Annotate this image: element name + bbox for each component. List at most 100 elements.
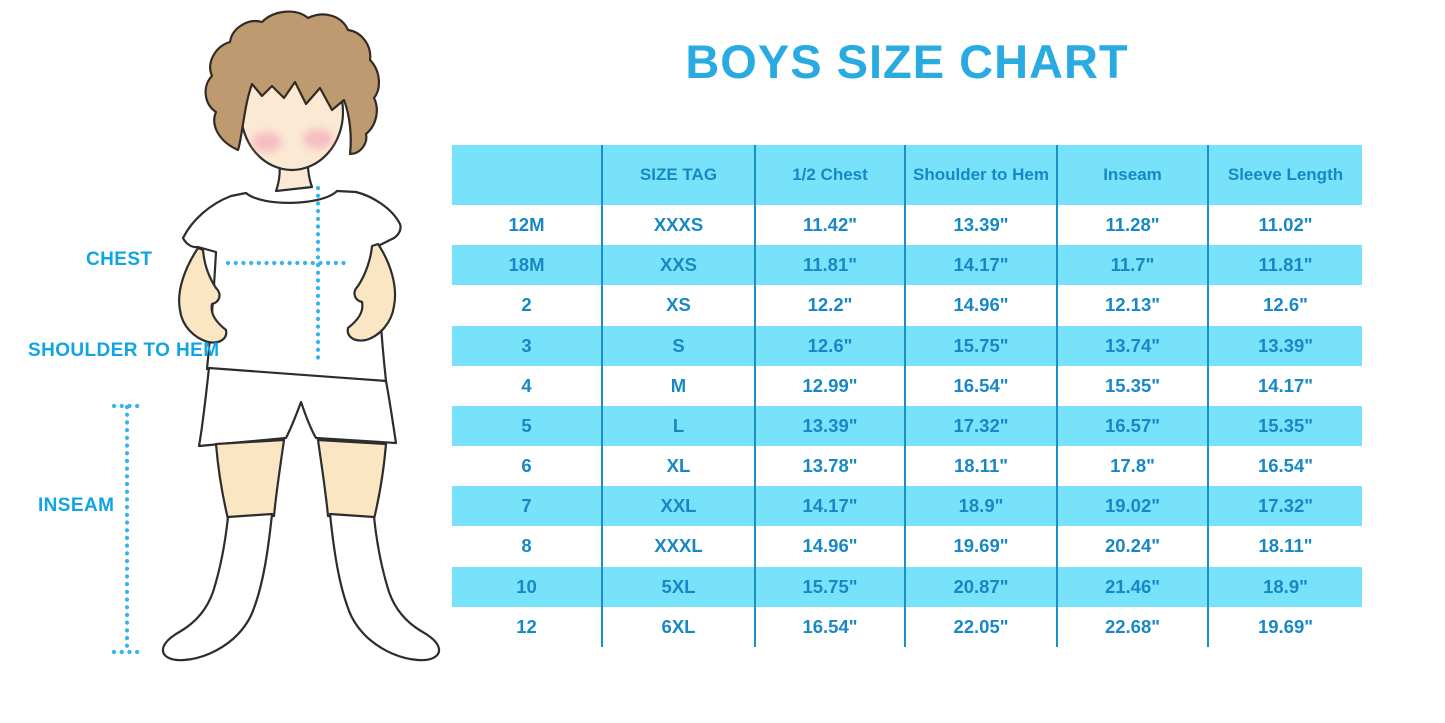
size-table-body: 12M XXXS 11.42" 13.39" 11.28" 11.02" 18M XXS 11.… — [452, 205, 1362, 647]
size-cell: 7 — [452, 486, 603, 527]
size-cell: 12M — [452, 205, 603, 246]
left-arm — [178, 246, 228, 344]
table-cell: 11.02" — [1258, 214, 1313, 236]
boy-shorts — [197, 366, 398, 448]
table-cell: 18.11" — [1258, 535, 1313, 557]
table-row-8: 8 XXXL 14.96" 19.69" 20.24" 18.11" — [452, 526, 1362, 567]
table-cell: 14.96" — [905, 285, 1058, 326]
column-header-shoulder-to-hem: Shoulder to Hem — [905, 145, 1058, 205]
boy-hair — [204, 10, 380, 156]
table-cell: 11.81" — [755, 245, 906, 286]
table-row-12: 12 6XL 16.54" 22.05" 22.68" 19.69" — [452, 606, 1362, 647]
table-cell: 11.42" — [755, 205, 906, 246]
table-cell: 19.69" — [905, 526, 1058, 567]
table-row-10: 10 5XL 15.75" 20.87" 21.46" 18.9" — [452, 566, 1362, 607]
table-row-12m: 12M XXXS 11.42" 13.39" 11.28" 11.02" — [452, 205, 1362, 246]
table-cell: XL — [602, 446, 756, 487]
table-cell: 11.28" — [1057, 205, 1209, 246]
table-row-5: 5 L 13.39" 17.32" 16.57" 15.35" — [452, 405, 1362, 447]
table-cell: 13.74" — [1057, 325, 1209, 366]
size-cell: 10 — [452, 566, 603, 607]
column-header-1-2-chest: 1/2 Chest — [755, 145, 906, 205]
column-header-sleeve-length: Sleeve Length — [1227, 164, 1344, 184]
table-cell: 6XL — [602, 606, 756, 647]
table-cell: 17.32" — [1257, 495, 1314, 517]
table-cell: 15.35" — [1257, 414, 1314, 436]
table-cell: XXXS — [602, 205, 756, 246]
table-cell: 19.02" — [1057, 486, 1209, 527]
column-header-size-tag: SIZE TAG — [602, 145, 756, 205]
size-table-header: SIZE TAG 1/2 Chest Shoulder to Hem Inseam Sl… — [452, 145, 1362, 205]
table-cell: 14.17" — [905, 245, 1058, 286]
size-cell: 2 — [452, 285, 603, 326]
table-row-3: 3 S 12.6" 15.75" 13.74" 13.39" — [452, 325, 1362, 366]
left-leg — [214, 438, 286, 521]
boy-figure-illustration: CHEST SHOULDER TO HEM INSEAM — [0, 0, 450, 723]
left-sock — [161, 512, 274, 662]
table-cell: 14.96" — [755, 526, 906, 567]
table-cell: XXL — [602, 486, 756, 527]
table-row-2: 2 XS 12.2" 14.96" 12.13" 12.6" — [452, 285, 1362, 326]
table-cell: 16.54" — [905, 365, 1058, 406]
size-cell: 6 — [452, 446, 603, 487]
table-row-7: 7 XXL 14.17" 18.9" 19.02" 17.32" — [452, 486, 1362, 527]
table-row-18m: 18M XXS 11.81" 14.17" 11.7" 11.81" — [452, 245, 1362, 286]
size-cell: 4 — [452, 365, 603, 406]
table-cell: 13.78" — [755, 446, 906, 487]
column-header-size — [452, 145, 603, 205]
table-cell: 22.68" — [1057, 606, 1209, 647]
header-row: SIZE TAG 1/2 Chest Shoulder to Hem Inseam Sl… — [452, 145, 1362, 205]
table-cell: 13.39" — [1257, 334, 1314, 356]
table-cell: 15.35" — [1057, 365, 1209, 406]
measurement-guides — [111, 185, 348, 655]
table-cell: 16.54" — [1257, 455, 1314, 477]
boy-legs — [214, 438, 388, 521]
table-cell: 12.13" — [1057, 285, 1209, 326]
table-cell: 21.46" — [1057, 566, 1209, 607]
shoulder-to-hem-label: SHOULDER TO HEM — [28, 340, 220, 361]
table-cell: S — [602, 325, 756, 366]
left-cheek-blush — [252, 132, 282, 152]
inseam-label: INSEAM — [38, 495, 115, 516]
table-cell: 20.24" — [1057, 526, 1209, 567]
table-cell: 5XL — [602, 566, 756, 607]
table-cell: 22.05" — [905, 606, 1058, 647]
boy-socks — [161, 512, 441, 662]
table-cell: 12.6" — [1263, 294, 1308, 316]
table-row-6: 6 XL 13.78" 18.11" 17.8" 16.54" — [452, 446, 1362, 487]
size-cell: 3 — [452, 325, 603, 366]
table-cell: 13.39" — [755, 405, 906, 447]
table-cell: XXS — [602, 245, 756, 286]
size-table: SIZE TAG 1/2 Chest Shoulder to Hem Inseam Sl… — [452, 145, 1362, 647]
table-cell: L — [602, 405, 756, 447]
size-cell: 8 — [452, 526, 603, 567]
table-cell: 19.69" — [1257, 615, 1314, 637]
table-cell: 17.8" — [1057, 446, 1209, 487]
page-title: BOYS SIZE CHART — [685, 35, 1129, 88]
table-cell: 18.9" — [1263, 575, 1308, 597]
table-cell: 12.6" — [755, 325, 906, 366]
boy-arms — [178, 242, 397, 344]
table-cell: 18.11" — [905, 446, 1058, 487]
table-cell: 15.75" — [905, 325, 1058, 366]
table-cell: 13.39" — [905, 205, 1058, 246]
table-cell: 17.32" — [905, 405, 1058, 447]
table-cell: 12.2" — [755, 285, 906, 326]
right-leg — [316, 438, 388, 521]
table-cell: 16.54" — [755, 606, 906, 647]
size-cell: 12 — [452, 606, 603, 647]
size-cell: 5 — [452, 405, 603, 447]
right-cheek-blush — [303, 129, 333, 149]
table-cell: XXXL — [602, 526, 756, 567]
table-cell: 11.7" — [1057, 245, 1209, 286]
column-header-inseam: Inseam — [1057, 145, 1209, 205]
table-cell: 15.75" — [755, 566, 906, 607]
boy-figure-svg — [111, 10, 441, 662]
table-cell: 11.81" — [1258, 254, 1313, 276]
table-row-4: 4 M 12.99" 16.54" 15.35" 14.17" — [452, 365, 1362, 406]
table-cell: 18.9" — [905, 486, 1058, 527]
table-cell: 20.87" — [905, 566, 1058, 607]
size-cell: 18M — [452, 245, 603, 286]
table-cell: 14.17" — [755, 486, 906, 527]
